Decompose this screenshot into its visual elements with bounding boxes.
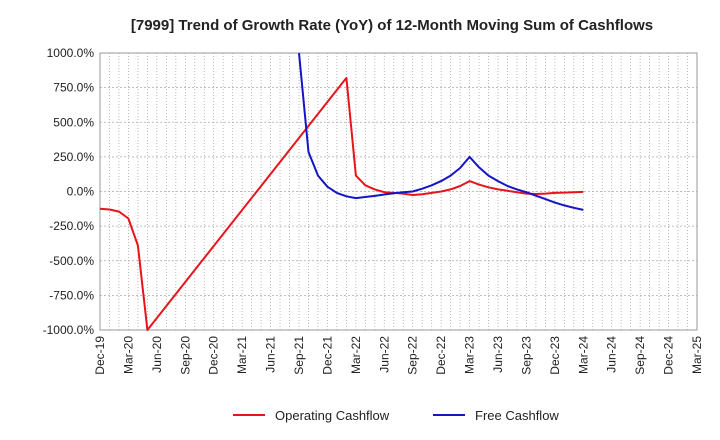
x-tick-label: Dec-19 bbox=[93, 336, 107, 375]
plot-area-frame bbox=[99, 52, 698, 331]
x-tick-label: Mar-23 bbox=[463, 336, 477, 374]
y-tick-label: 1000.0% bbox=[47, 46, 95, 60]
series-line-free-cashflow bbox=[298, 52, 584, 211]
x-tick-label: Jun-22 bbox=[377, 336, 391, 373]
x-tick-label: Sep-23 bbox=[519, 336, 533, 375]
x-tick-label: Sep-24 bbox=[633, 336, 647, 375]
grid bbox=[100, 53, 697, 330]
y-tick-label: 0.0% bbox=[67, 185, 95, 199]
y-tick-label: 750.0% bbox=[53, 81, 94, 95]
legend-label-free-cashflow: Free Cashflow bbox=[475, 408, 559, 423]
x-tick-label: Mar-21 bbox=[235, 336, 249, 374]
x-tick-label: Dec-20 bbox=[207, 336, 221, 375]
x-tick-label: Mar-24 bbox=[576, 336, 590, 374]
x-tick-label: Mar-20 bbox=[121, 336, 135, 374]
x-tick-label: Sep-21 bbox=[292, 336, 306, 375]
x-tick-label: Sep-20 bbox=[178, 336, 192, 375]
legend: Operating Cashflow Free Cashflow bbox=[233, 408, 559, 423]
x-tick-label: Dec-22 bbox=[434, 336, 448, 375]
x-tick-label: Mar-22 bbox=[349, 336, 363, 374]
chart-title: [7999] Trend of Growth Rate (YoY) of 12-… bbox=[131, 17, 653, 34]
x-tick-label: Dec-23 bbox=[548, 336, 562, 375]
x-tick-label: Mar-25 bbox=[690, 336, 704, 374]
y-tick-label: -500.0% bbox=[49, 254, 94, 268]
y-tick-label: -750.0% bbox=[49, 288, 94, 302]
legend-label-operating-cashflow: Operating Cashflow bbox=[275, 408, 390, 423]
x-tick-label: Jun-24 bbox=[605, 336, 619, 373]
x-axis-tick-labels: Dec-19 Mar-20 Jun-20 Sep-20 Dec-20 Mar-21 Jun-… bbox=[93, 336, 704, 375]
x-tick-label: Jun-23 bbox=[491, 336, 505, 373]
x-tick-label: Dec-21 bbox=[320, 336, 334, 375]
x-tick-label: Sep-22 bbox=[406, 336, 420, 375]
x-tick-label: Jun-20 bbox=[150, 336, 164, 373]
y-axis-tick-labels: 1000.0% 750.0% 500.0% 250.0% 0.0% -250.0% -500… bbox=[43, 46, 95, 337]
series-line-operating-cashflow bbox=[99, 76, 584, 331]
x-tick-label: Dec-24 bbox=[662, 336, 676, 375]
y-tick-label: -250.0% bbox=[49, 219, 94, 233]
y-tick-label: 250.0% bbox=[53, 150, 94, 164]
y-tick-label: 500.0% bbox=[53, 115, 94, 129]
series-lines bbox=[99, 52, 584, 331]
x-tick-label: Jun-21 bbox=[264, 336, 278, 373]
y-tick-label: -1000.0% bbox=[43, 323, 95, 337]
